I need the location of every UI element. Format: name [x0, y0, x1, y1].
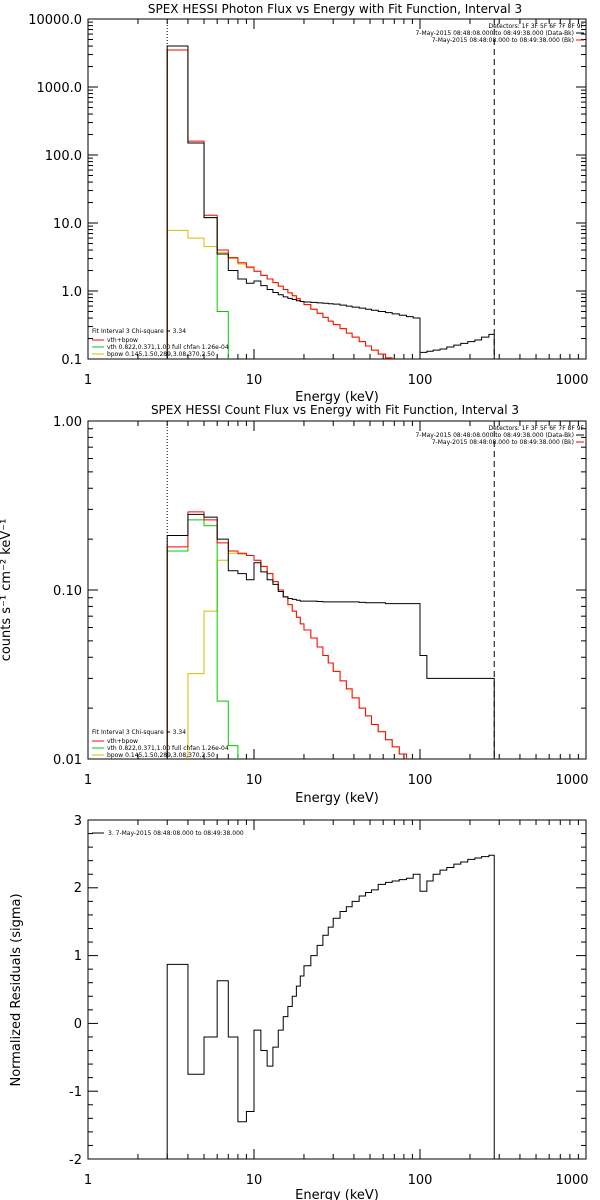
count-y-axis-label: counts s⁻¹ cm⁻² keV⁻¹ — [0, 519, 14, 662]
residuals-y-axis-label: Normalized Residuals (sigma) — [9, 893, 24, 1086]
x-tick-label: 100 — [408, 1173, 433, 1188]
y-tick-label: 1.00 — [53, 415, 82, 430]
photon-plot-frame — [87, 18, 587, 360]
y-tick-label: 100.0 — [45, 149, 82, 164]
count-x-axis-label: Energy (keV) — [295, 791, 379, 806]
legend-detectors: Detectors: 1F 3F 5F 6F 7F 8F 9F — [488, 425, 584, 432]
legend-detectors: Detectors: 1F 3F 5F 6F 7F 8F 9F — [488, 23, 584, 30]
legend-entry: vth 0.822,0.371,1.00 full chfan 1.26e-04 — [107, 344, 229, 351]
photon-x-tick-labels: 1 10 100 1000 — [84, 373, 589, 388]
y-tick-label: 0.1 — [61, 353, 82, 368]
photon-flux-panel: SPEX HESSI Photon Flux vs Energy with Fi… — [28, 2, 589, 405]
y-tick-label: -1 — [69, 1085, 82, 1100]
y-tick-label: 0 — [74, 1017, 82, 1032]
residuals-legend: 3. 7-May-2015 08:48:08.000 to 08:49:38.0… — [92, 830, 244, 837]
legend-entry: vth+bpow — [107, 738, 138, 745]
residual-series-line — [166, 854, 495, 1159]
residuals-panel: 1 10 100 1000 Energy (keV) -2 -1 0 1 2 3… — [9, 814, 589, 1200]
photon-y-tick-labels: 0.1 1.0 10.0 100.0 1000.0 10000.0 — [28, 13, 82, 368]
y-tick-label: 1 — [74, 949, 82, 964]
x-tick-label: 10 — [246, 773, 263, 788]
x-tick-label: 10 — [246, 1173, 263, 1188]
residuals-x-tick-labels: 1 10 100 1000 — [84, 1173, 589, 1188]
legend-entry: bpow 0.145,1.50,289,3.08,370,2.50 — [107, 752, 215, 759]
legend-fit-header: Fit Interval 3 Chi-square = 3.34 — [92, 729, 186, 736]
residuals-x-axis-label: Energy (keV) — [295, 1188, 379, 1200]
legend-bk-interval: 7-May-2015 08:48:08.000 to 08:49:38.000 … — [432, 439, 574, 446]
fit-series-line — [166, 511, 408, 759]
x-tick-label: 100 — [408, 773, 433, 788]
y-tick-label: 1.0 — [61, 285, 82, 300]
photon-panel-title: SPEX HESSI Photon Flux vs Energy with Fi… — [148, 2, 522, 16]
x-tick-label: 1000 — [555, 773, 588, 788]
y-tick-label: -2 — [69, 1153, 82, 1168]
residuals-chart-marks — [87, 819, 586, 1160]
count-plot-frame — [87, 420, 587, 760]
legend-entry: vth+bpow — [107, 337, 138, 344]
x-tick-label: 1 — [84, 1173, 92, 1188]
legend-bk-interval: 7-May-2015 08:48:08.000 to 08:49:38.000 … — [432, 37, 574, 44]
count-x-tick-labels: 1 10 100 1000 — [84, 773, 589, 788]
x-tick-label: 1000 — [555, 373, 588, 388]
bpow-series-line — [166, 229, 393, 359]
photon-legend-top: Detectors: 1F 3F 5F 6F 7F 8F 9F 7-May-20… — [415, 23, 584, 44]
residuals-plot-frame — [87, 819, 587, 1160]
total-series-line — [166, 45, 495, 359]
y-tick-label: 1000.0 — [37, 81, 83, 96]
x-tick-label: 10 — [246, 373, 263, 388]
count-y-tick-labels: 0.01 0.10 1.00 — [53, 415, 82, 768]
photon-chart-marks — [87, 18, 586, 360]
count-chart-marks — [87, 420, 586, 760]
legend-data-interval: 7-May-2015 08:48:08.000 to 08:49:38.000 … — [415, 30, 574, 37]
photon-legend-bottom: Fit Interval 3 Chi-square = 3.34 vth+bpo… — [92, 328, 229, 358]
y-tick-label: 3 — [74, 814, 82, 829]
x-tick-label: 100 — [408, 373, 433, 388]
x-tick-label: 1 — [84, 373, 92, 388]
count-legend-bottom: Fit Interval 3 Chi-square = 3.34 vth+bpo… — [92, 729, 229, 759]
legend-data-interval: 7-May-2015 08:48:08.000 to 08:49:38.000 … — [415, 432, 574, 439]
bpow-series-line — [187, 552, 408, 759]
y-tick-label: 10000.0 — [28, 13, 82, 28]
total-series-line — [166, 513, 495, 759]
legend-entry: 3. 7-May-2015 08:48:08.000 to 08:49:38.0… — [108, 830, 244, 837]
photon-x-axis-label: Energy (keV) — [295, 390, 379, 405]
fit-series-line — [166, 49, 393, 359]
legend-entry: vth 0.822,0.371,1.00 full chfan 1.26e-04 — [107, 745, 229, 752]
x-tick-label: 1 — [84, 773, 92, 788]
count-panel-title: SPEX HESSI Count Flux vs Energy with Fit… — [151, 403, 519, 417]
residuals-y-tick-labels: -2 -1 0 1 2 3 — [69, 814, 82, 1168]
y-tick-label: 10.0 — [53, 217, 82, 232]
legend-fit-header: Fit Interval 3 Chi-square = 3.34 — [92, 328, 186, 335]
y-tick-label: 2 — [74, 881, 82, 896]
x-tick-label: 1000 — [555, 1173, 588, 1188]
y-tick-label: 0.10 — [53, 584, 82, 599]
count-flux-panel: SPEX HESSI Count Flux vs Energy with Fit… — [0, 403, 589, 806]
count-legend-top: Detectors: 1F 3F 5F 6F 7F 8F 9F 7-May-20… — [415, 425, 584, 446]
legend-entry: bpow 0.145,1.50,289,3.08,370,2.50 — [107, 351, 215, 358]
y-tick-label: 0.01 — [53, 753, 82, 768]
vth-series-line — [166, 519, 239, 759]
